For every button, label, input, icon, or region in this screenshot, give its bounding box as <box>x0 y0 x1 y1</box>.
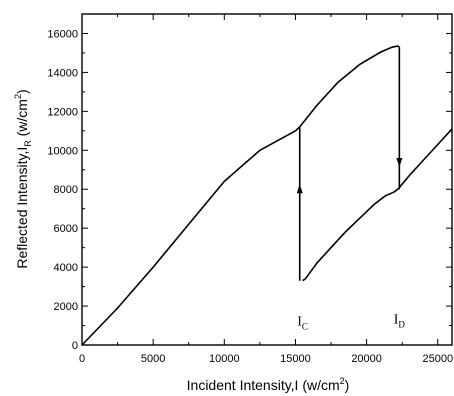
y-axis-label-end: ) <box>14 89 30 94</box>
y-tick-label: 10000 <box>47 145 78 157</box>
x-axis-label: Incident Intensity,I (w/cm2) <box>187 376 350 393</box>
y-tick-label: 12000 <box>47 106 78 118</box>
series-line-1 <box>81 126 301 346</box>
tick-labels: 0 5000 10000 15000 20000 25000 0 2000 4000 6000 80… <box>47 28 453 365</box>
tick-marks <box>81 14 452 346</box>
transition-arrow-1 <box>296 184 303 194</box>
transition-lines <box>296 47 403 281</box>
x-axis-label-main: Incident Intensity,I (w/cm <box>187 377 340 393</box>
data-series <box>81 45 453 346</box>
y-axis-label-units: (w/cm <box>14 99 30 140</box>
x-tick-label: 5000 <box>141 353 165 365</box>
series-line-3 <box>299 45 400 128</box>
series-line-2 <box>302 188 399 282</box>
y-tick-label: 14000 <box>47 67 78 79</box>
x-axis-label-end: ) <box>345 377 350 393</box>
y-axis-label-main: Reflected Intensity,I <box>14 147 30 269</box>
x-tick-label: 10000 <box>209 353 240 365</box>
x-tick-label: 20000 <box>351 353 382 365</box>
y-tick-label: 8000 <box>54 184 78 196</box>
y-tick-label: 6000 <box>54 223 78 235</box>
annotation-label-1: IC <box>297 315 308 332</box>
x-tick-label: 0 <box>79 353 85 365</box>
x-axis-label-sup: 2 <box>340 376 345 386</box>
y-tick-label: 16000 <box>47 28 78 40</box>
transition-arrow-2 <box>396 157 403 167</box>
x-tick-label: 15000 <box>280 353 311 365</box>
annotations: IC ID <box>297 313 405 332</box>
y-tick-label: 0 <box>72 340 78 352</box>
x-tick-label: 25000 <box>422 353 453 365</box>
annotation-label-2: ID <box>394 313 406 330</box>
y-axis-label-sup: 2 <box>13 94 23 99</box>
y-tick-label: 4000 <box>54 262 78 274</box>
y-tick-label: 2000 <box>54 301 78 313</box>
series-line-4 <box>397 128 453 190</box>
plot-frame <box>81 13 453 346</box>
y-axis-label-sub: R <box>23 140 33 147</box>
y-axis-label: Reflected Intensity,IR (w/cm2) <box>13 89 33 268</box>
